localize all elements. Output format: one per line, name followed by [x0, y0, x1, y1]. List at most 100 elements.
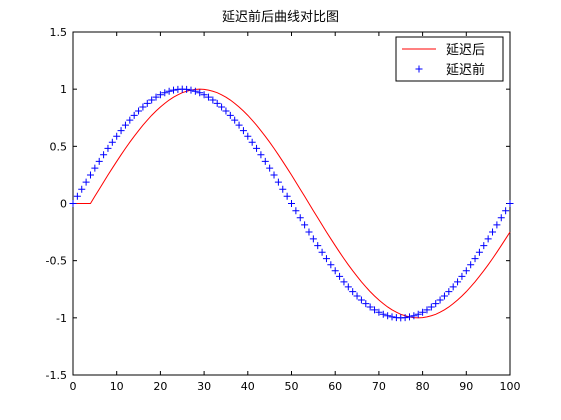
- data-point-plus: [471, 255, 479, 263]
- data-point-plus: [121, 121, 129, 129]
- data-point-plus: [440, 292, 448, 300]
- data-point-plus: [344, 283, 352, 291]
- data-point-plus: [423, 306, 431, 314]
- data-point-plus: [91, 164, 99, 172]
- data-point-plus: [475, 248, 483, 256]
- data-point-plus: [371, 306, 379, 314]
- data-point-plus: [82, 178, 90, 186]
- data-point-plus: [331, 267, 339, 275]
- data-point-plus: [480, 242, 488, 250]
- data-point-plus: [388, 313, 396, 321]
- x-tick-label: 100: [500, 380, 521, 393]
- data-point-plus: [357, 296, 365, 304]
- data-point-plus: [349, 288, 357, 296]
- legend-label: 延迟前: [446, 62, 485, 78]
- y-tick-label: 1: [60, 83, 67, 96]
- data-point-plus: [279, 185, 287, 193]
- data-point-plus: [161, 89, 169, 97]
- data-point-plus: [484, 235, 492, 243]
- data-point-plus: [309, 235, 317, 243]
- data-point-plus: [305, 228, 313, 236]
- data-point-plus: [502, 207, 510, 215]
- data-point-plus: [506, 200, 514, 207]
- y-tick-label: -1.5: [46, 369, 67, 382]
- data-point-plus: [170, 86, 178, 94]
- data-point-plus: [296, 214, 304, 222]
- data-point-plus: [405, 313, 413, 321]
- data-point-plus: [183, 85, 191, 93]
- data-point-plus: [213, 99, 221, 107]
- data-point-plus: [218, 103, 226, 111]
- x-tick-label: 40: [241, 380, 255, 393]
- data-point-plus: [100, 151, 108, 159]
- data-point-plus: [274, 178, 282, 186]
- data-point-plus: [314, 242, 322, 250]
- data-point-plus: [301, 221, 309, 229]
- data-point-plus: [196, 89, 204, 97]
- data-point-plus: [292, 207, 300, 215]
- chart-title: 延迟前后曲线对比图: [221, 10, 339, 25]
- data-point-plus: [239, 127, 247, 135]
- data-point-plus: [257, 151, 265, 159]
- data-point-plus: [139, 103, 147, 111]
- data-point-plus: [156, 91, 164, 99]
- data-point-plus: [458, 272, 466, 280]
- data-point-plus: [445, 288, 453, 296]
- x-tick-label: 30: [197, 380, 211, 393]
- data-point-plus: [449, 283, 457, 291]
- data-point-plus: [414, 310, 422, 318]
- data-point-plus: [467, 261, 475, 269]
- data-point-plus: [78, 185, 86, 193]
- data-point-plus: [222, 107, 230, 115]
- data-point-plus: [231, 116, 239, 124]
- data-point-plus: [283, 192, 291, 200]
- data-point-plus: [261, 157, 269, 165]
- data-point-plus: [375, 308, 383, 316]
- data-point-plus: [366, 303, 374, 311]
- data-point-plus: [126, 116, 134, 124]
- data-point-plus: [401, 314, 409, 322]
- y-tick-label: 0.5: [50, 140, 68, 153]
- data-point-plus: [462, 267, 470, 275]
- data-point-plus: [165, 87, 173, 95]
- x-tick-label: 0: [70, 380, 77, 393]
- data-point-plus: [86, 171, 94, 179]
- data-point-plus: [436, 296, 444, 304]
- data-point-plus: [130, 111, 138, 119]
- data-point-plus: [410, 312, 418, 320]
- data-point-plus: [143, 99, 151, 107]
- legend-label: 延迟后: [446, 43, 485, 58]
- data-point-plus: [152, 93, 160, 101]
- x-tick-label: 50: [285, 380, 299, 393]
- data-point-plus: [73, 192, 81, 200]
- data-point-plus: [353, 292, 361, 300]
- data-point-plus: [336, 272, 344, 280]
- data-point-plus: [108, 138, 116, 146]
- x-tick-label: 10: [110, 380, 124, 393]
- data-point-plus: [288, 200, 295, 207]
- data-point-plus: [148, 96, 156, 104]
- y-tick-label: -0.5: [46, 255, 67, 268]
- data-point-plus: [200, 91, 208, 99]
- data-point-plus: [497, 214, 505, 222]
- data-point-plus: [362, 300, 370, 308]
- data-point-plus: [235, 121, 243, 129]
- legend-plus-swatch: [415, 65, 423, 73]
- data-point-plus: [327, 261, 335, 269]
- data-point-plus: [191, 87, 199, 95]
- data-point-plus: [244, 132, 252, 140]
- x-tick-label: 90: [459, 380, 473, 393]
- data-point-plus: [104, 144, 112, 152]
- series-markers-original: [69, 85, 514, 322]
- data-point-plus: [248, 138, 256, 146]
- data-point-plus: [427, 303, 435, 311]
- data-point-plus: [209, 96, 217, 104]
- x-tick-label: 80: [416, 380, 430, 393]
- y-tick-label: -1: [56, 312, 67, 325]
- data-point-plus: [117, 127, 125, 135]
- legend-box: [395, 36, 504, 82]
- x-tick-label: 60: [328, 380, 342, 393]
